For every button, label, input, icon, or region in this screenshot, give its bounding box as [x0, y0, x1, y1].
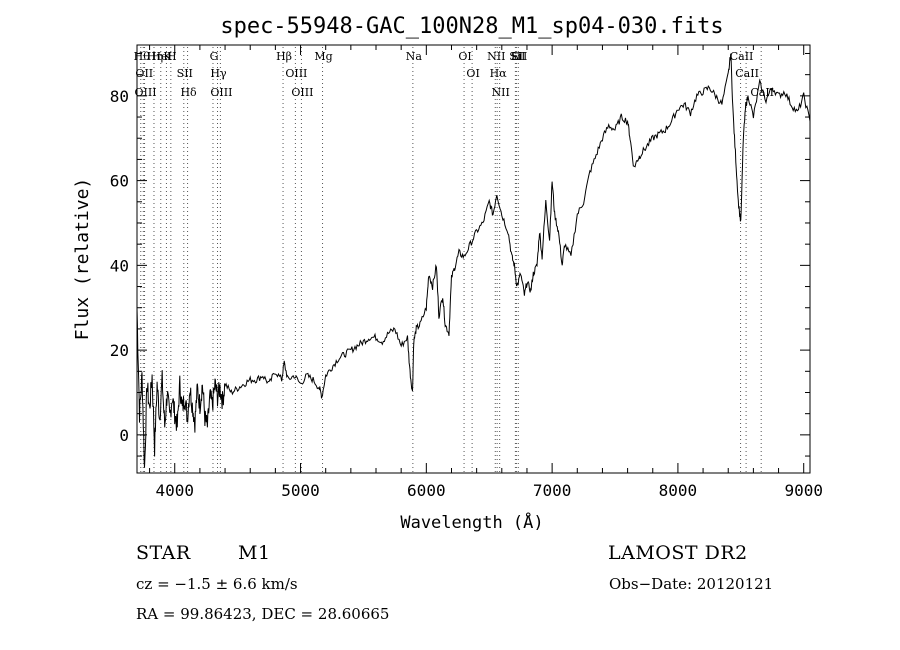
y-axis-label: Flux (relative) — [72, 178, 93, 341]
line-label-1: OII — [135, 67, 153, 80]
y-tick-label-3: 60 — [110, 172, 129, 191]
line-label-3: Hη — [147, 50, 163, 63]
x-axis-label: Wavelength (Å) — [400, 511, 543, 533]
line-label-21: NII — [492, 86, 510, 99]
line-label-7: SII — [177, 67, 193, 80]
line-label-5: K — [163, 50, 172, 63]
y-tick-label-2: 40 — [110, 256, 129, 275]
line-label-2: OIII — [135, 86, 157, 99]
y-tick-label-0: 0 — [119, 426, 129, 445]
line-label-6: H — [167, 50, 177, 63]
line-label-26: CaII — [735, 67, 759, 80]
line-label-18: OI — [466, 67, 479, 80]
spectrum-line — [136, 53, 811, 468]
coordinates-readout: RA = 99.86423, DEC = 28.60665 — [136, 605, 390, 623]
spectral-line-labels: HθOIIOIIIHηHeIKHSIIHδGHγOIIIHβOIIIOIIIMg… — [134, 50, 774, 99]
line-label-12: Hβ — [276, 50, 292, 63]
chart-title: spec-55948-GAC_100N28_M1_sp04-030.fits — [220, 14, 723, 39]
line-label-23: SII — [509, 50, 525, 63]
line-label-11: OIII — [210, 86, 232, 99]
observation-date: Obs−Date: 20120121 — [609, 575, 774, 593]
line-label-17: OI — [458, 50, 471, 63]
line-label-27: CaII — [750, 86, 774, 99]
line-label-14: OIII — [291, 86, 313, 99]
line-label-19: NII — [487, 50, 505, 63]
x-axis: 4000 5000 6000 7000 8000 9000 — [149, 45, 823, 500]
spectrum-series — [136, 53, 811, 468]
plot-frame — [136, 44, 811, 474]
line-label-8: Hδ — [180, 86, 197, 99]
object-subclass: M1 — [238, 542, 271, 564]
line-label-4: HeI — [152, 50, 172, 63]
line-label-9: G — [210, 50, 219, 63]
x-tick-label-4: 8000 — [659, 481, 698, 500]
velocity-readout: cz = −1.5 ± 6.6 km/s — [136, 575, 298, 593]
x-tick-label-2: 6000 — [407, 481, 446, 500]
y-tick-label-1: 20 — [110, 341, 129, 360]
x-tick-label-1: 5000 — [281, 481, 320, 500]
survey-name: LAMOST DR2 — [608, 542, 748, 564]
line-label-22: Li — [511, 50, 522, 63]
spectral-line-markers — [140, 47, 762, 473]
y-axis: 0 20 40 60 80 — [110, 52, 810, 457]
line-label-10: Hγ — [210, 67, 227, 80]
line-label-16: Na — [406, 50, 423, 63]
x-tick-label-0: 4000 — [155, 481, 194, 500]
line-label-20: Hα — [490, 67, 508, 80]
line-label-24: SII — [511, 50, 527, 63]
x-tick-label-5: 9000 — [784, 481, 823, 500]
line-label-13: OIII — [285, 67, 307, 80]
x-tick-label-3: 7000 — [533, 481, 572, 500]
line-label-15: Mg — [314, 50, 332, 63]
line-label-25: CaII — [730, 50, 754, 63]
y-tick-label-4: 80 — [110, 87, 129, 106]
object-type: STAR — [136, 542, 191, 564]
